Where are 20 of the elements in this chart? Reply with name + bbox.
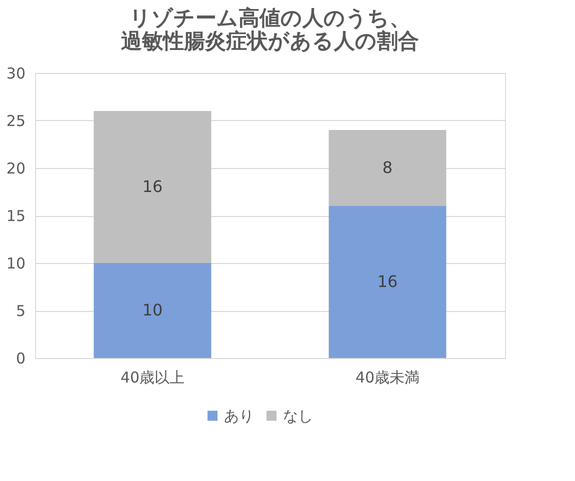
legend-label: なし — [283, 406, 313, 425]
y-tick-label: 25 — [6, 112, 26, 130]
bar — [94, 263, 212, 358]
data-label: 16 — [377, 272, 398, 291]
bar — [328, 206, 446, 358]
data-label: 8 — [382, 158, 393, 177]
chart-title: リゾチーム高値の人のうち、過敏性腸炎症状がある人の割合 — [121, 6, 419, 53]
y-tick-label: 20 — [6, 160, 26, 178]
bar — [94, 111, 212, 263]
y-tick-label: 5 — [16, 302, 26, 320]
x-tick-label: 40歳以上 — [120, 368, 185, 386]
y-tick-label: 0 — [16, 350, 26, 368]
y-tick-label: 10 — [6, 254, 26, 272]
data-label: 10 — [142, 300, 163, 320]
x-tick-label: 40歳未満 — [355, 368, 420, 386]
y-tick-label: 30 — [6, 64, 26, 82]
legend-label: あり — [224, 406, 254, 425]
bar — [328, 130, 446, 206]
y-tick-label: 15 — [6, 207, 26, 225]
data-label: 16 — [142, 177, 163, 196]
